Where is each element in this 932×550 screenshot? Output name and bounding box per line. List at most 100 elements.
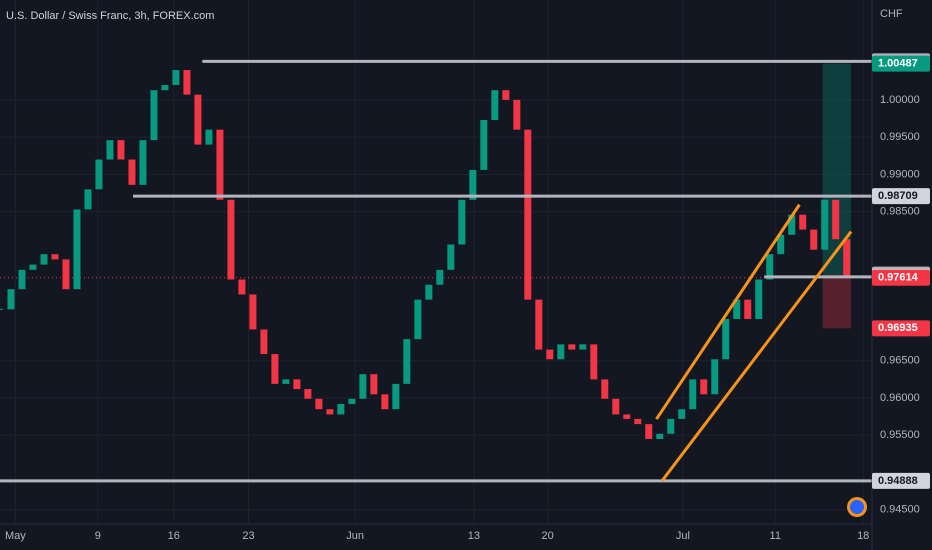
candle [821, 199, 829, 250]
x-tick-label: 9 [95, 530, 101, 542]
candle [656, 433, 664, 440]
candle [612, 398, 620, 415]
channel-line [660, 230, 853, 482]
price-label-box [872, 320, 930, 337]
y-tick-label: 1.00000 [880, 94, 920, 106]
candle [51, 254, 59, 260]
candle [249, 294, 257, 330]
candle [117, 140, 125, 160]
candle [568, 344, 576, 350]
candle [238, 279, 246, 295]
candle [40, 254, 48, 265]
candle [216, 129, 224, 200]
candle [590, 344, 598, 380]
candle [458, 199, 466, 245]
candle [601, 379, 609, 399]
candle [810, 229, 818, 250]
candle [447, 244, 455, 270]
candle [139, 140, 147, 185]
y-tick-label: 0.96500 [880, 355, 920, 367]
candle [381, 394, 389, 410]
price-label-box [872, 472, 930, 489]
candle [711, 359, 719, 395]
candle [337, 403, 345, 415]
candle [689, 379, 697, 410]
y-tick-label: 0.99000 [880, 168, 920, 180]
candle [832, 199, 840, 240]
candle [183, 70, 191, 95]
candle [766, 254, 774, 280]
chart-title[interactable]: U.S. Dollar / Swiss Franc, 3h, FOREX.com [6, 10, 214, 22]
candle [480, 120, 488, 170]
candle [315, 398, 323, 410]
candle [29, 264, 37, 270]
candle [788, 214, 796, 235]
candle [205, 129, 213, 145]
candle [348, 398, 356, 404]
price-label: 0.98709 [878, 190, 918, 202]
candle [18, 269, 26, 290]
candle [95, 159, 103, 190]
x-tick-label: Jul [676, 530, 690, 542]
y-tick-label: 0.96000 [880, 392, 920, 404]
candle [403, 339, 411, 384]
candle [777, 234, 785, 255]
candle [304, 389, 312, 399]
candle [128, 159, 136, 185]
x-tick-label: 20 [541, 530, 553, 542]
candle [491, 90, 499, 121]
candle [161, 84, 169, 91]
x-tick-label: May [5, 530, 26, 542]
currency-label: CHF [880, 8, 903, 20]
logo[interactable] [847, 497, 867, 517]
logo-core [850, 500, 864, 514]
candle [502, 90, 510, 100]
y-tick-label: 0.94500 [880, 504, 920, 516]
y-tick-label: 0.98500 [880, 206, 920, 218]
candle [194, 94, 202, 145]
candle [271, 354, 279, 384]
candle [436, 269, 444, 285]
candle [227, 199, 235, 280]
price-label: 0.97614 [878, 272, 919, 284]
candle [557, 344, 565, 360]
x-tick-label: 13 [468, 530, 480, 542]
candle [172, 70, 180, 85]
x-tick-label: Jun [346, 530, 364, 542]
candle [524, 129, 532, 300]
candle [678, 409, 686, 419]
candle [392, 383, 400, 410]
candle [645, 424, 653, 440]
x-tick-label: 18 [857, 530, 869, 542]
candle [7, 289, 15, 310]
channel-line [655, 203, 801, 420]
y-tick-label: 0.99500 [880, 131, 920, 143]
candle [293, 379, 301, 390]
price-label: 0.94888 [878, 475, 918, 487]
candle [359, 374, 367, 399]
candle [282, 379, 290, 384]
candle [535, 299, 543, 350]
price-label-box [872, 55, 930, 72]
candle [326, 409, 334, 415]
y-tick-label: 0.95500 [880, 429, 920, 441]
candle [843, 239, 851, 279]
candle [62, 259, 70, 290]
candle [414, 299, 422, 340]
candle [370, 374, 378, 395]
candle [469, 169, 477, 200]
candle [106, 140, 114, 160]
candle [260, 329, 268, 355]
candle [73, 209, 81, 290]
candle [667, 418, 675, 434]
x-tick-label: 23 [242, 530, 254, 542]
candle [722, 319, 730, 360]
candle [700, 379, 708, 395]
candle [744, 299, 752, 320]
candle [579, 344, 587, 350]
candle [733, 299, 741, 320]
candle [799, 214, 807, 230]
price-label-box [872, 269, 930, 286]
price-label-box [872, 188, 930, 205]
